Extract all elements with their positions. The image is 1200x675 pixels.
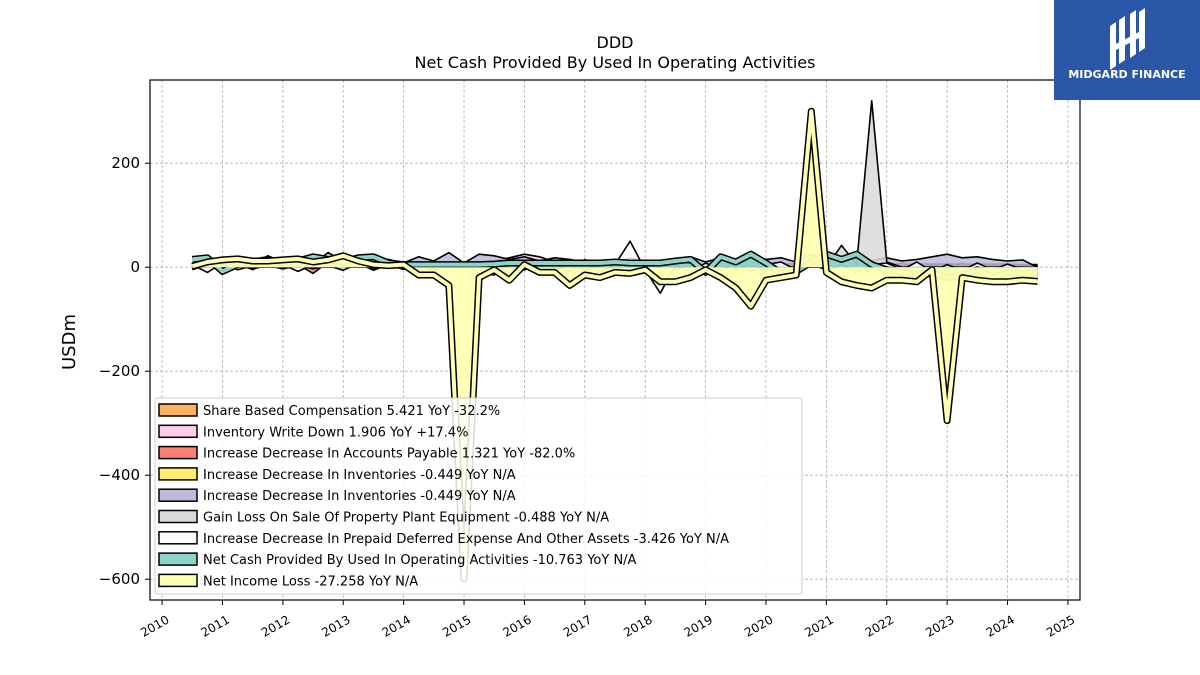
plot-frame xyxy=(149,79,1081,601)
legend-label: Share Based Compensation 5.421 YoY -32.2… xyxy=(203,404,500,419)
legend-label: Increase Decrease In Inventories -0.449 … xyxy=(203,489,516,504)
legend-swatch xyxy=(158,509,198,524)
y-tick-label: 200 xyxy=(111,154,140,172)
y-tick-label: 0 xyxy=(130,258,140,276)
legend-item: Increase Decrease In Inventories -0.449 … xyxy=(158,488,516,504)
series-line xyxy=(191,109,1038,582)
y-axis: 200 0 −200 −400 −600 xyxy=(99,154,150,588)
series-8 xyxy=(191,107,1038,583)
series-layer xyxy=(191,100,1039,583)
x-tick-label: 2018 xyxy=(621,612,654,639)
y-axis-label: USDm xyxy=(59,314,80,370)
legend-label: Net Cash Provided By Used In Operating A… xyxy=(203,553,637,568)
legend-swatch xyxy=(158,403,198,417)
x-tick-label: 2017 xyxy=(561,612,594,639)
legend-item: Increase Decrease In Accounts Payable 1.… xyxy=(158,445,575,462)
x-axis: 2010 2011 2012 2013 2014 2015 2016 2017 2018 2019… xyxy=(138,600,1077,640)
series-line xyxy=(192,100,1038,269)
x-tick-label: 2015 xyxy=(440,612,473,639)
legend-swatch xyxy=(158,424,198,439)
x-tick-label: 2013 xyxy=(319,612,352,639)
x-tick-label: 2016 xyxy=(500,612,533,639)
legend-swatch xyxy=(158,488,198,502)
x-tick-label: 2011 xyxy=(199,612,232,639)
legend-label: Inventory Write Down 1.906 YoY +17.4% xyxy=(203,425,468,440)
chart-subtitle: Net Cash Provided By Used In Operating A… xyxy=(415,53,816,72)
x-tick-label: 2019 xyxy=(682,612,715,639)
legend-item: Increase Decrease In Prepaid Deferred Ex… xyxy=(158,531,729,547)
x-tick-label: 2012 xyxy=(259,612,292,639)
legend-swatch xyxy=(158,467,198,481)
x-tick-label: 2025 xyxy=(1044,612,1077,639)
legend-item: Net Cash Provided By Used In Operating A… xyxy=(158,552,637,568)
legend-label: Increase Decrease In Prepaid Deferred Ex… xyxy=(203,532,729,547)
legend-label: Net Income Loss -27.258 YoY N/A xyxy=(203,574,418,589)
x-tick-label: 2024 xyxy=(984,612,1017,639)
legend-label: Increase Decrease In Accounts Payable 1.… xyxy=(203,447,575,462)
legend-swatch xyxy=(158,573,198,588)
legend-item: Inventory Write Down 1.906 YoY +17.4% xyxy=(158,424,468,440)
x-tick-label: 2020 xyxy=(742,612,775,639)
series-5 xyxy=(192,100,1038,269)
legend-label: Gain Loss On Sale Of Property Plant Equi… xyxy=(203,511,609,526)
y-tick-label: −400 xyxy=(99,466,140,484)
logo-text: MIDGARD FINANCE xyxy=(1068,68,1186,81)
x-tick-label: 2022 xyxy=(863,612,896,639)
chart-title: DDD xyxy=(597,33,634,52)
legend-swatch xyxy=(158,445,198,460)
legend-item: Increase Decrease In Inventories -0.449 … xyxy=(158,467,516,483)
legend-label: Increase Decrease In Inventories -0.449 … xyxy=(203,468,516,483)
legend-item: Share Based Compensation 5.421 YoY -32.2… xyxy=(158,403,500,419)
y-tick-label: −200 xyxy=(99,362,140,380)
logo-mark-icon xyxy=(1110,8,1145,70)
x-tick-label: 2014 xyxy=(380,612,413,639)
y-tick-label: −600 xyxy=(99,570,140,588)
series-area xyxy=(192,100,1038,268)
legend: Share Based Compensation 5.421 YoY -32.2… xyxy=(154,397,803,595)
legend-item: Net Income Loss -27.258 YoY N/A xyxy=(158,573,418,589)
x-tick-label: 2010 xyxy=(138,612,171,639)
legend-item: Gain Loss On Sale Of Property Plant Equi… xyxy=(158,509,609,526)
brand-logo: MIDGARD FINANCE xyxy=(1054,0,1200,100)
legend-swatch xyxy=(158,552,198,566)
legend-swatch xyxy=(158,531,198,545)
legend-box xyxy=(154,397,803,595)
x-tick-label: 2021 xyxy=(802,612,835,639)
x-tick-label: 2023 xyxy=(923,612,956,639)
